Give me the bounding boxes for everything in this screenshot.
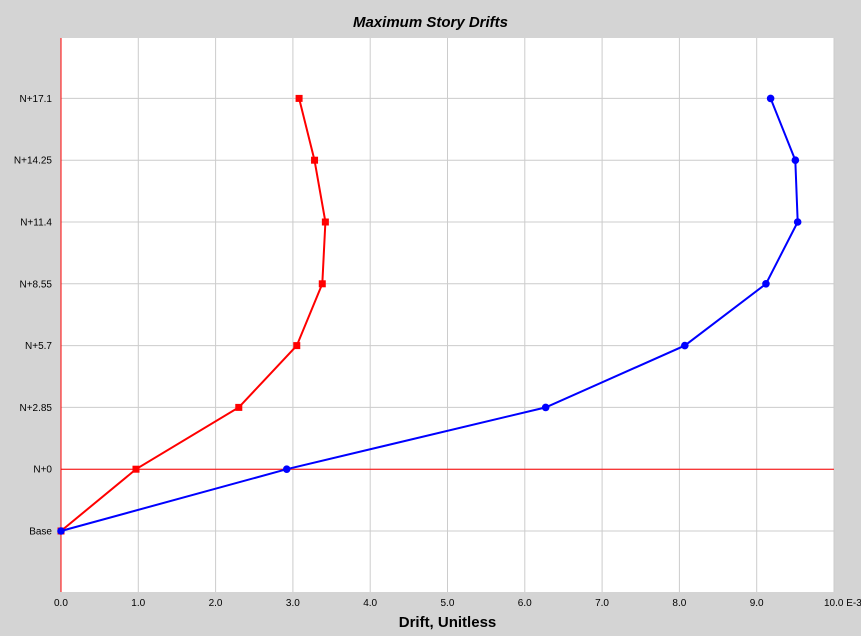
x-tick-label: 4.0 — [363, 598, 377, 609]
chart-title: Maximum Story Drifts — [352, 14, 509, 31]
x-tick-label: 9.0 — [750, 598, 764, 609]
x-tick-label: 10.0 E-3 — [824, 598, 861, 609]
y-tick-label: N+2.85 — [19, 403, 52, 414]
x-tick-label: 7.0 — [595, 598, 609, 609]
x-tick-label: 1.0 — [131, 598, 145, 609]
x-tick-label: 3.0 — [286, 598, 300, 609]
x-axis-title: Drift, Unitless — [399, 614, 497, 631]
series-2-point — [791, 156, 800, 164]
y-tick-label: N+0 — [33, 465, 52, 476]
x-tick-label: 8.0 — [672, 598, 686, 609]
y-tick-label: N+8.55 — [19, 279, 52, 290]
y-tick-label: N+14.25 — [14, 156, 53, 167]
series-1-point — [311, 156, 319, 164]
series-1-point — [235, 403, 243, 411]
x-tick-label: 6.0 — [518, 598, 532, 609]
y-tick-label: N+11.4 — [20, 218, 52, 229]
y-tick-label: N+5.7 — [25, 341, 52, 352]
series-2-point — [282, 465, 291, 474]
y-tick-label: Base — [29, 527, 52, 538]
series-2-point — [762, 280, 770, 288]
series-1-point — [293, 342, 301, 350]
series-2-point — [681, 341, 689, 350]
x-tick-label: 0.0 — [54, 598, 68, 609]
reference-lines — [60, 38, 834, 592]
y-tick-label: N+17.1 — [19, 94, 52, 105]
series-1-line — [60, 98, 327, 532]
series-1-point — [321, 218, 329, 226]
series-2-point — [541, 403, 550, 412]
x-tick-label: 5.0 — [441, 598, 455, 609]
x-tick-labels: 0.0 1.0 2.0 3.0 4.0 5.0 6.0 7.0 8.0 9.0 10.0 E-3 — [54, 598, 861, 609]
series-2-point — [793, 218, 802, 226]
series-layer — [57, 94, 802, 535]
x-tick-label: 2.0 — [209, 598, 223, 609]
series-1-point — [318, 280, 326, 288]
series-2-point — [766, 94, 775, 103]
y-tick-labels: Base N+0 N+2.85 N+5.7 N+8.55 N+11.4 N+14.25 N+1… — [14, 94, 53, 538]
series-2-point — [57, 527, 65, 535]
series-1-point — [295, 94, 303, 102]
series-2-line — [60, 98, 799, 532]
series-1-point — [132, 465, 140, 473]
